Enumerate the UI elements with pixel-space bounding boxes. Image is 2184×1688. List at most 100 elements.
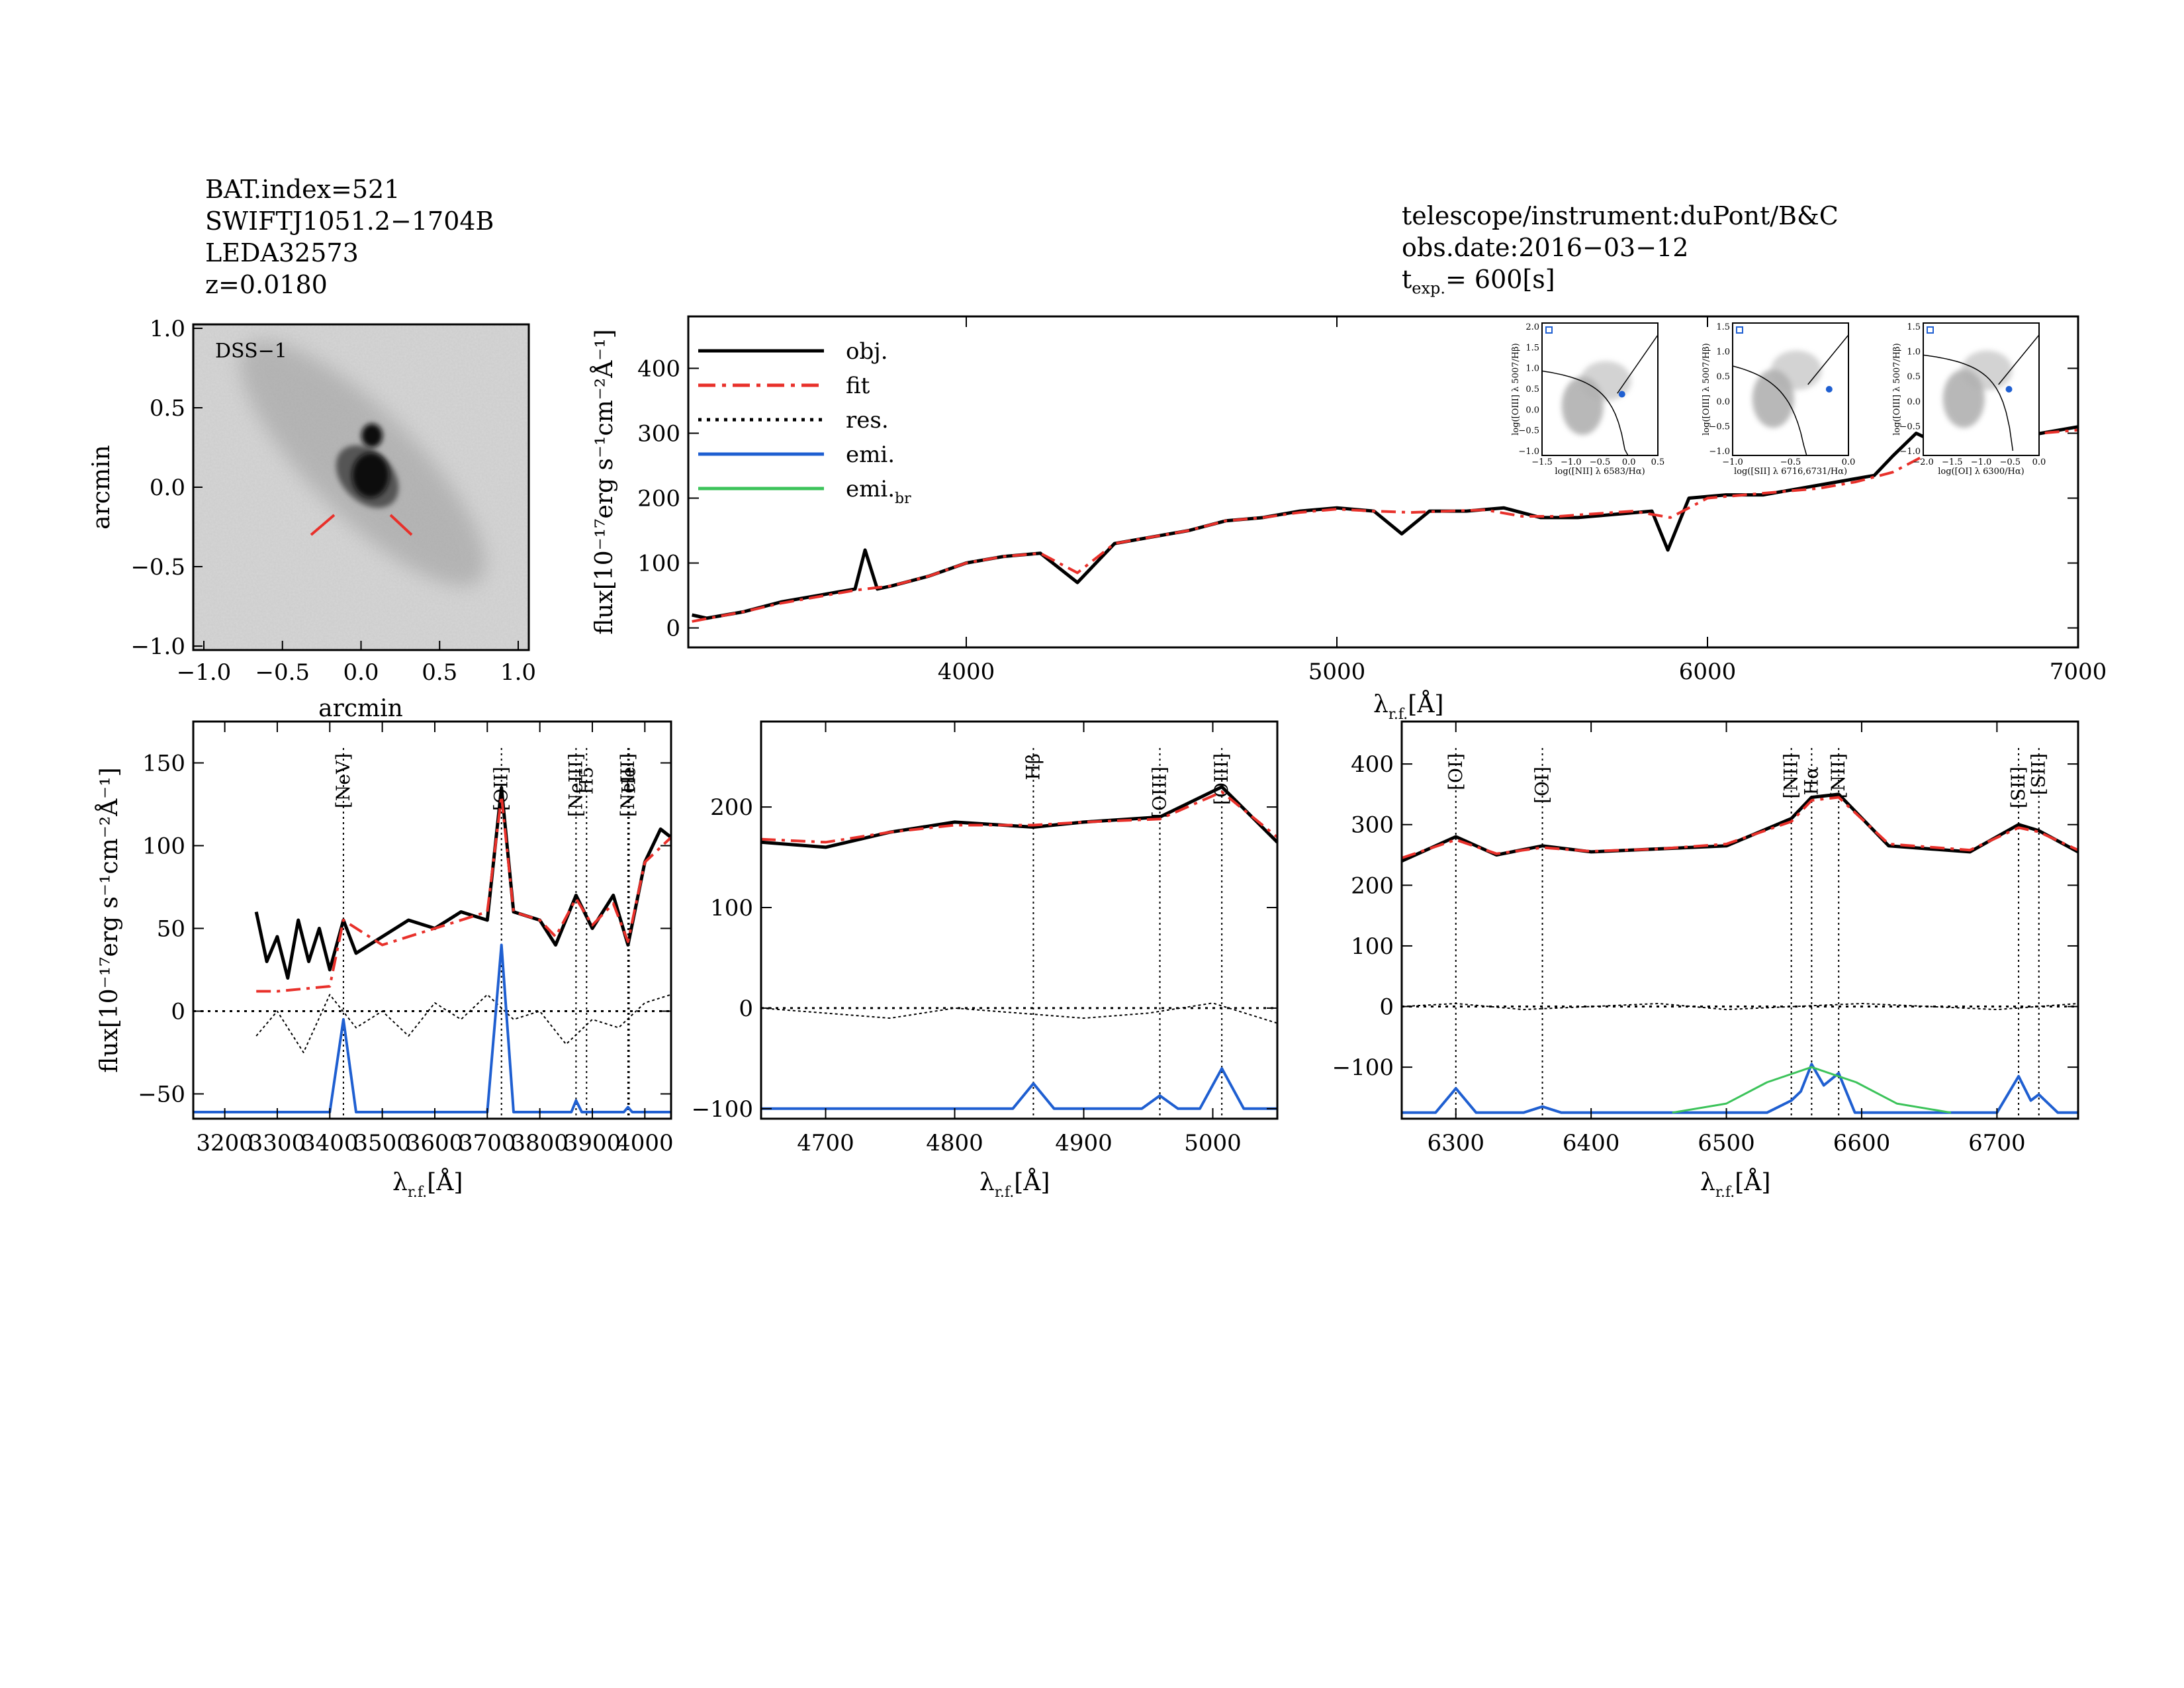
dss-x-label: arcmin <box>318 695 403 722</box>
line-marker-label: [NII] <box>1827 753 1849 798</box>
slit-marker-right <box>389 514 413 536</box>
x-axis-label: λr.f.[Å] <box>979 1168 1050 1201</box>
dss-y-tick-label: 0.0 <box>150 475 185 501</box>
y-tick-label: 150 <box>142 751 185 777</box>
inset-y-tick-label: 0.5 <box>1525 385 1539 395</box>
source-point <box>2005 386 2013 393</box>
series-emibr <box>1672 1066 1952 1114</box>
series-res <box>760 1002 1278 1024</box>
series-res <box>1401 1003 2079 1011</box>
object-info: BAT.index=521 SWIFTJ1051.2−1704B LEDA325… <box>205 173 494 301</box>
y-tick-label: 0 <box>739 996 753 1022</box>
inset-y-tick-label: 1.0 <box>1525 364 1539 374</box>
demarcation-curve <box>1923 354 2014 451</box>
seyfert-liner-line <box>1807 334 1849 385</box>
full-spectrum-panel: 4000 5000 6000 7000 0 100 200 300 400 λr.f.[Å] flu… <box>590 315 2107 723</box>
inset-frame <box>1923 322 2040 456</box>
inset-x-label: log([OI] λ 6300/Hα) <box>1938 467 2024 477</box>
seyfert-liner-line <box>1998 334 2040 385</box>
y-tick-label: 200 <box>637 486 680 512</box>
line-marker-label: [NeV] <box>332 753 354 808</box>
plot-frame <box>1400 720 2079 1120</box>
dss-x-tick-label: 1.0 <box>500 659 536 686</box>
bat-index: BAT.index=521 <box>205 175 400 204</box>
y-tick-label: 400 <box>1351 751 1394 778</box>
inset-x-tick-label: −1.0 <box>1971 457 1992 467</box>
line-marker-label: [OI] <box>1531 767 1553 804</box>
bpt-inset: −1.0 −0.5 0.01.51.00.50.0−0.5−1.0log([SII]… <box>1702 322 1855 477</box>
zoom-panel-hbeta: Hβ [OIII] [OIII]4700 4800 4900 5000−100010020… <box>692 720 1279 1201</box>
x-tick-label: 3500 <box>353 1130 411 1156</box>
x-tick-label: 4000 <box>616 1130 674 1156</box>
source-point <box>1618 391 1625 398</box>
inset-y-label: log([OIII] λ 5007/Hβ) <box>1702 343 1711 435</box>
dss-x-tick-label: 0.5 <box>422 659 457 686</box>
x-tick-label: 6500 <box>1698 1130 1755 1156</box>
x-tick-label: 4700 <box>797 1130 854 1156</box>
inset-y-tick-label: −0.5 <box>1518 426 1539 436</box>
x-tick-label: 7000 <box>2050 659 2107 685</box>
x-tick-label: 6300 <box>1427 1130 1484 1156</box>
dss-label: DSS−1 <box>215 340 287 363</box>
y-tick-label: 400 <box>637 355 680 382</box>
line-marker-label: [NII] <box>1780 753 1802 798</box>
dss-x-tick-label: 0.0 <box>343 659 379 686</box>
line-marker-label: [OI] <box>1445 753 1467 790</box>
series-emi <box>1402 1062 2078 1114</box>
x-tick-label: 3900 <box>564 1130 621 1156</box>
redshift: z=0.0180 <box>205 270 328 299</box>
line-marker-label: [NeIII] <box>617 753 639 817</box>
series-obj <box>760 785 1279 849</box>
telescope-instrument: telescope/instrument:duPont/B&C <box>1402 201 1839 230</box>
x-axis-label: λr.f.[Å] <box>1700 1168 1770 1201</box>
inset-y-tick-label: −0.5 <box>1709 422 1730 432</box>
dss-axis-ticks: −1.0 −0.5 0.0 0.5 1.0 1.0 0.5 0.0 −0.5 −1.0 <box>130 316 536 686</box>
series-fit <box>760 790 1279 844</box>
obs-date: obs.date:2016−03−12 <box>1402 233 1689 262</box>
inset-marker <box>1927 326 1934 334</box>
series-obj <box>692 408 2079 620</box>
line-marker-label: He <box>618 767 640 794</box>
inset-y-tick-label: 1.0 <box>1716 348 1730 357</box>
x-tick-label: 6600 <box>1833 1130 1891 1156</box>
y-tick-label: 0 <box>1379 994 1394 1021</box>
inset-x-tick-label: −0.5 <box>1590 457 1611 467</box>
inset-y-tick-label: −1.0 <box>1899 447 1921 457</box>
seyfert-liner-line <box>1617 334 1659 394</box>
x-tick-label: 4900 <box>1055 1130 1113 1156</box>
legend-emi-label: emi. <box>846 442 895 468</box>
zoom-panel-oii: [NeV] [OII] [NeIII]H5 [NeIII]He320033003400… <box>95 720 674 1201</box>
x-tick-label: 3200 <box>196 1130 253 1156</box>
x-tick-label: 3800 <box>511 1130 569 1156</box>
line-marker-label: [SII] <box>2028 753 2050 795</box>
y-tick-label: 200 <box>710 794 753 821</box>
zoom-panel-halpha: [OI] [OI] [NII]Hα [NII] [SII][SII] 6300 6400 65… <box>1332 720 2079 1201</box>
y-tick-label: 0 <box>171 999 185 1025</box>
legend: obj. fit res. emi. emi.br <box>698 338 911 507</box>
series-fit <box>1401 796 2079 859</box>
inset-y-tick-label: 0.0 <box>1907 397 1921 407</box>
line-marker-label: [OIII] <box>1149 767 1171 818</box>
inset-marker <box>1736 326 1743 334</box>
inset-x-label: log([NII] λ 6583/Hα) <box>1555 467 1645 477</box>
y-axis-label: flux[10⁻¹⁷erg s⁻¹cm⁻²Å⁻¹] <box>95 767 123 1072</box>
inset-x-tick-label: −0.5 <box>1780 457 1801 467</box>
x-tick-label: 4000 <box>938 659 995 685</box>
series-obj <box>254 786 672 980</box>
inset-x-tick-label: −1.5 <box>1942 457 1963 467</box>
dss-image-panel: DSS−1 −1.0 −0.5 0.0 0.5 1.01.00.50.0−0.5−1.0… <box>88 316 536 722</box>
plot-frame <box>192 720 672 1120</box>
legend-res-label: res. <box>846 407 889 434</box>
x-tick-label: 6000 <box>1679 659 1737 685</box>
series-fit <box>692 428 2079 623</box>
bpt-inset: −1.5 −1.0 −0.5 0.0 0.52.01.51.00.50.0−0.5−1.… <box>1511 322 1664 477</box>
dss-x-tick-label: −1.0 <box>177 659 232 686</box>
inset-frame <box>1732 322 1849 456</box>
y-tick-label: −100 <box>1332 1055 1394 1081</box>
y-tick-label: 50 <box>157 916 185 943</box>
inset-x-tick-label: −1.0 <box>1722 457 1743 467</box>
line-marker-label: Hβ <box>1022 753 1044 780</box>
series-emi <box>761 1067 1277 1110</box>
inset-y-tick-label: 2.0 <box>1525 322 1539 332</box>
